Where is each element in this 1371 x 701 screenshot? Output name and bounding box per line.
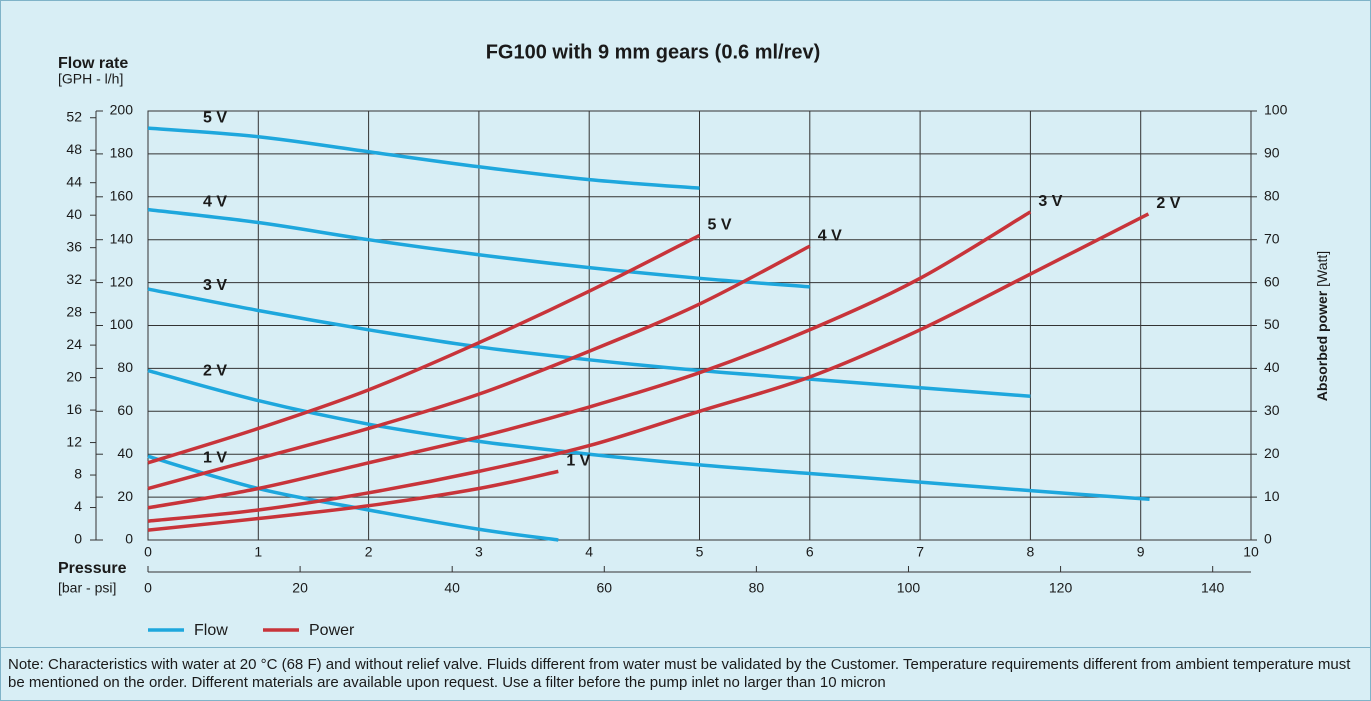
y-tick-label: 80 [117,359,133,375]
y2-axis-label: Absorbed power [Watt] [1314,251,1330,401]
y-axis-unit: [GPH - l/h] [58,71,123,87]
x-tick-label: 10 [1243,544,1259,560]
y3-tick-label: 12 [66,433,82,449]
chart-title: FG100 with 9 mm gears (0.6 ml/rev) [486,41,821,63]
y-tick-label: 140 [110,230,134,246]
curve [147,212,1150,523]
y2-tick-label: 60 [1264,273,1280,289]
y2-label-text: Absorbed power [1314,290,1330,401]
curve-label: 5 V [708,217,732,234]
curve [147,207,810,289]
y3-tick-label: 16 [66,401,82,417]
curve [147,368,1150,501]
curve [147,287,1031,399]
y3-tick-label: 0 [74,531,82,547]
curve-label: 4 V [818,227,842,244]
y-tick-label: 180 [110,145,134,161]
y3-tick-label: 36 [66,238,82,254]
x-tick-label: 5 [696,544,704,560]
curve-label: 1 V [566,453,590,470]
x-tick-label: 2 [365,544,373,560]
y-tick-label: 160 [110,188,134,204]
legend-label: Flow [194,622,228,639]
x2-tick-label: 60 [596,580,612,596]
legend-label: Power [309,622,355,639]
curve-label: 1 V [203,450,227,467]
curve-label: 2 V [1156,195,1180,212]
x-tick-label: 7 [916,544,924,560]
y-tick-label: 120 [110,273,134,289]
y3-tick-label: 20 [66,368,82,384]
x-tick-label: 8 [1027,544,1035,560]
curve [147,244,811,491]
y-tick-label: 40 [117,445,133,461]
y3-tick-label: 8 [74,466,82,482]
y3-tick-label: 48 [66,141,82,157]
curve [147,233,701,465]
x2-tick-label: 0 [144,580,152,596]
curve [147,454,559,542]
curve-label: 2 V [203,363,227,380]
x-tick-label: 4 [585,544,593,560]
y-tick-label: 100 [110,316,134,332]
y2-tick-label: 10 [1264,488,1280,504]
y3-tick-label: 32 [66,271,82,287]
y2-tick-label: 30 [1264,402,1280,418]
x-tick-label: 9 [1137,544,1145,560]
curve-label: 4 V [203,193,227,210]
x2-tick-label: 80 [749,580,765,596]
curve [147,469,559,532]
x2-tick-label: 40 [444,580,460,596]
y2-unit-text: [Watt] [1314,251,1330,287]
y-axis-label: Flow rate [58,55,128,72]
note: Note: Characteristics with water at 20 °… [8,656,1351,691]
x-axis-label: Pressure [58,560,127,577]
curve [147,126,700,190]
curve-label: 3 V [1038,193,1062,210]
y2-tick-label: 70 [1264,230,1280,246]
x2-tick-label: 20 [292,580,308,596]
y-tick-label: 0 [125,531,133,547]
x-axis-unit: [bar - psi] [58,580,116,596]
x-tick-label: 0 [144,544,152,560]
x-tick-label: 6 [806,544,814,560]
y3-tick-label: 28 [66,303,82,319]
y2-tick-label: 80 [1264,188,1280,204]
y3-tick-label: 52 [66,108,82,124]
y2-tick-label: 0 [1264,531,1272,547]
curve-label: 3 V [203,277,227,294]
y2-tick-label: 20 [1264,445,1280,461]
y2-tick-label: 90 [1264,145,1280,161]
y3-tick-label: 44 [66,173,82,189]
x2-tick-label: 140 [1201,580,1225,596]
y-tick-label: 20 [117,488,133,504]
curve-label: 5 V [203,110,227,127]
y3-tick-label: 40 [66,206,82,222]
y-tick-label: 60 [117,402,133,418]
curve [147,210,1032,510]
chart: FG100 with 9 mm gears (0.6 ml/rev) Flow … [58,41,1330,639]
y3-tick-label: 24 [66,336,82,352]
x2-tick-label: 100 [897,580,921,596]
y-tick-label: 200 [110,102,134,118]
y2-tick-label: 100 [1264,102,1288,118]
y2-tick-label: 40 [1264,359,1280,375]
plot-frame [147,110,1252,541]
x-tick-label: 1 [254,544,262,560]
x2-tick-label: 120 [1049,580,1073,596]
x-tick-label: 3 [475,544,483,560]
y3-tick-label: 4 [74,498,82,514]
separator [1,647,1370,648]
y2-tick-label: 50 [1264,316,1280,332]
